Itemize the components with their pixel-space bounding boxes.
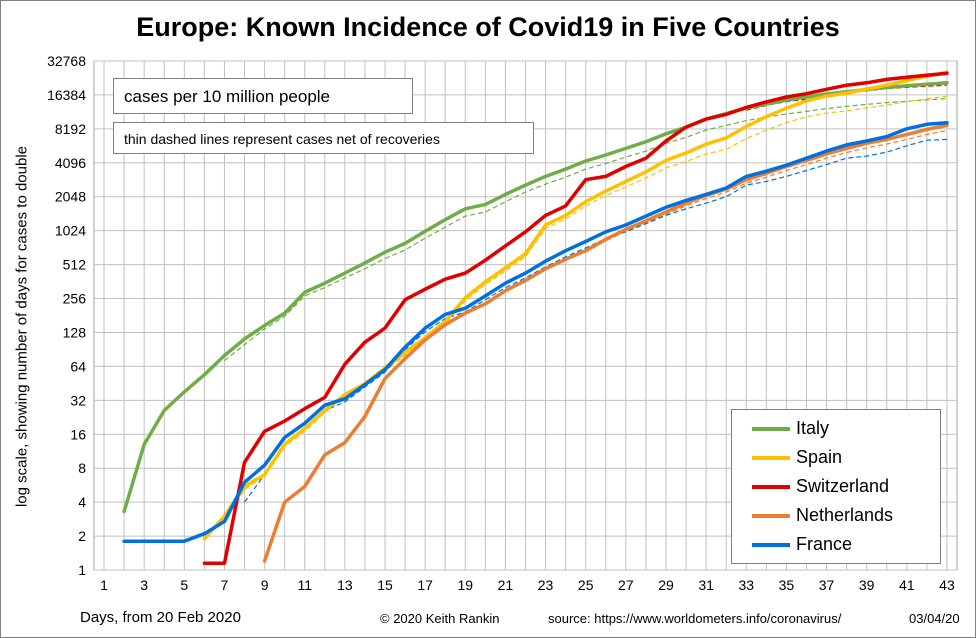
legend-item-spain: Spain bbox=[732, 444, 940, 470]
legend: Italy Spain Switzerland Netherlands France bbox=[731, 409, 941, 564]
dashed-line-italy bbox=[224, 98, 948, 362]
x-tick-label: 11 bbox=[297, 577, 312, 593]
y-tick-label: 16384 bbox=[47, 87, 86, 103]
legend-swatch bbox=[752, 514, 790, 518]
y-tick-label: 8192 bbox=[55, 121, 86, 137]
legend-label: Spain bbox=[796, 447, 843, 467]
y-tick-label: 8 bbox=[78, 460, 86, 476]
legend-item-switzerland: Switzerland bbox=[732, 473, 940, 499]
chart-title: Europe: Known Incidence of Covid19 in Fi… bbox=[136, 12, 840, 42]
x-tick-label: 37 bbox=[819, 577, 835, 593]
x-tick-label: 33 bbox=[738, 577, 754, 593]
series-line-italy bbox=[122, 81, 949, 514]
legend-label: France bbox=[796, 534, 853, 554]
x-tick-label: 19 bbox=[458, 577, 474, 593]
y-tick-label: 128 bbox=[63, 324, 87, 340]
x-tick-label: 3 bbox=[140, 577, 148, 593]
y-tick-label: 2 bbox=[78, 528, 86, 544]
annotation-main: cases per 10 million people bbox=[113, 78, 413, 114]
legend-label: Netherlands bbox=[796, 505, 894, 525]
series-line-netherlands bbox=[262, 123, 949, 563]
legend-item-france: France bbox=[732, 531, 940, 557]
x-tick-label: 17 bbox=[417, 577, 433, 593]
x-tick-label: 7 bbox=[221, 577, 229, 593]
series-line-france bbox=[122, 120, 949, 543]
x-tick-label: 21 bbox=[498, 577, 514, 593]
y-tick-label: 32768 bbox=[47, 53, 86, 69]
x-tick-label: 27 bbox=[618, 577, 634, 593]
legend-label: Italy bbox=[796, 418, 830, 438]
x-tick-label: 41 bbox=[899, 577, 915, 593]
y-tick-label: 1 bbox=[78, 562, 86, 578]
y-tick-label: 256 bbox=[63, 291, 87, 307]
y-tick-labels: 1 2 4 8 16 32 64 128 256 512 1024 2048 4096 8192 16384… bbox=[47, 53, 86, 578]
y-tick-label: 64 bbox=[70, 358, 86, 374]
y-tick-label: 4 bbox=[78, 494, 86, 510]
x-tick-label: 35 bbox=[779, 577, 795, 593]
x-tick-label: 15 bbox=[377, 577, 393, 593]
x-tick-label: 9 bbox=[261, 577, 269, 593]
x-axis-label: Days, from 20 Feb 2020 bbox=[80, 609, 241, 626]
y-tick-label: 32 bbox=[70, 392, 86, 408]
y-tick-label: 4096 bbox=[55, 155, 86, 171]
x-tick-label: 1 bbox=[100, 577, 108, 593]
x-tick-label: 13 bbox=[337, 577, 353, 593]
legend-swatch bbox=[752, 543, 790, 547]
legend-item-italy: Italy bbox=[732, 415, 940, 441]
legend-swatch bbox=[752, 456, 790, 460]
x-tick-label: 39 bbox=[859, 577, 875, 593]
series-lines bbox=[122, 70, 949, 565]
legend-swatch bbox=[752, 427, 790, 431]
y-tick-label: 2048 bbox=[55, 189, 86, 205]
x-tick-label: 43 bbox=[939, 577, 955, 593]
x-tick-label: 23 bbox=[538, 577, 554, 593]
y-tick-label: 512 bbox=[63, 257, 87, 273]
y-tick-label: 1024 bbox=[55, 223, 86, 239]
copyright: © 2020 Keith Rankin bbox=[380, 611, 500, 626]
series-line-spain bbox=[202, 70, 949, 541]
dashed-line-netherlands bbox=[585, 130, 948, 253]
series-line-switzerland bbox=[202, 71, 949, 565]
y-tick-label: 16 bbox=[70, 426, 86, 442]
x-tick-label: 29 bbox=[658, 577, 674, 593]
source-note: source: https://www.worldometers.info/co… bbox=[548, 611, 842, 626]
x-tick-label: 5 bbox=[180, 577, 188, 593]
x-tick-label: 25 bbox=[578, 577, 594, 593]
x-tick-labels: 1 3 5 7 9 11 13 15 17 19 21 23 25 27 29 31 33 35 37 39 41 43 bbox=[100, 577, 955, 593]
legend-label: Switzerland bbox=[796, 476, 890, 496]
legend-swatch bbox=[752, 485, 790, 489]
date-stamp: 03/04/20 bbox=[909, 611, 960, 626]
annotation-sub: thin dashed lines represent cases net of… bbox=[113, 122, 534, 154]
x-tick-label: 31 bbox=[698, 577, 714, 593]
legend-item-netherlands: Netherlands bbox=[732, 502, 940, 528]
